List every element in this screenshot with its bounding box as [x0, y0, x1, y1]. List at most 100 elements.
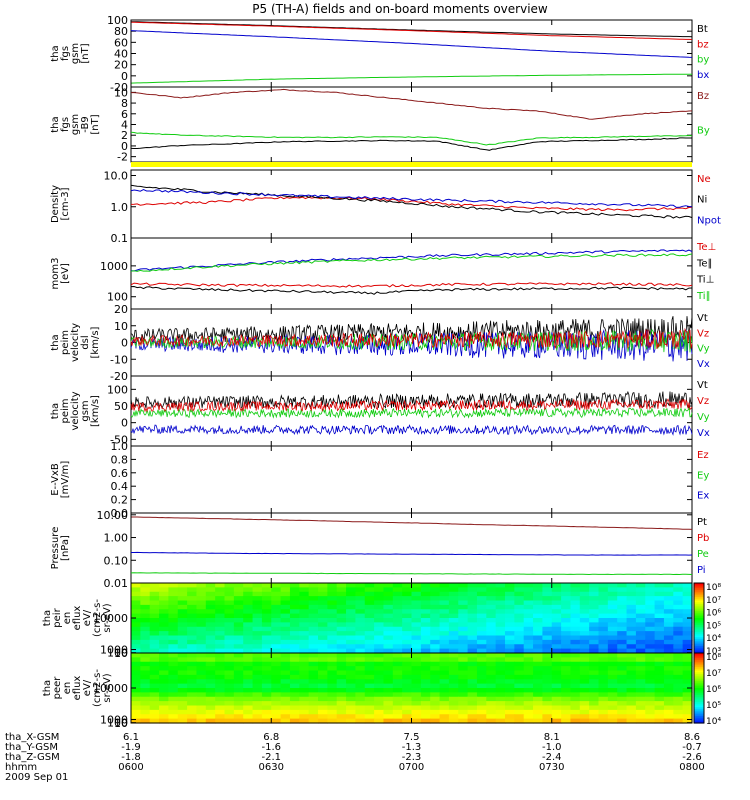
heatmap-cell: [149, 674, 160, 680]
heatmap-cell: [645, 587, 656, 593]
heatmap-cell: [261, 626, 272, 632]
heatmap-cell: [654, 622, 665, 628]
heatmap-cell: [383, 683, 394, 689]
heatmap-cell: [177, 644, 188, 650]
heatmap-cell: [308, 639, 319, 645]
heatmap-cell: [402, 591, 413, 597]
heatmap-cell: [476, 639, 487, 645]
heatmap-cell: [598, 692, 609, 698]
heatmap-cell: [486, 709, 497, 715]
heatmap-cell: [467, 696, 478, 702]
heatmap-cell: [411, 653, 422, 658]
heatmap-cell: [374, 683, 385, 689]
heatmap-cell: [196, 657, 207, 663]
heatmap-cell: [626, 600, 637, 606]
heatmap-cell: [411, 648, 422, 654]
heatmap-cell: [486, 639, 497, 645]
heatmap-cell: [252, 644, 263, 650]
heatmap-cell: [299, 648, 310, 654]
heatmap-cell: [495, 583, 506, 588]
heatmap-cell: [561, 604, 572, 610]
colorbar-segment: [694, 682, 704, 686]
heatmap-cell: [327, 653, 338, 658]
heatmap-cell: [289, 701, 300, 707]
heatmap-cell: [598, 635, 609, 641]
heatmap-cell: [514, 670, 525, 676]
heatmap-cell: [514, 705, 525, 711]
heatmap-cell: [261, 600, 272, 606]
heatmap-cell: [626, 666, 637, 672]
heatmap-cell: [327, 679, 338, 685]
heatmap-cell: [411, 718, 422, 724]
y-tick-label: 0.10: [104, 554, 129, 567]
y-axis-label: -B9: [80, 116, 91, 132]
legend-label: Ni: [697, 195, 707, 206]
heatmap-cell: [411, 688, 422, 693]
y-tick-label: 100: [107, 647, 128, 660]
heatmap-cell: [570, 604, 581, 610]
heatmap-cell: [607, 604, 618, 610]
heatmap-cell: [561, 683, 572, 689]
heatmap-cell: [308, 631, 319, 637]
heatmap-cell: [682, 622, 693, 628]
heatmap-cell: [299, 714, 310, 720]
heatmap-cell: [289, 583, 300, 588]
heatmap-cell: [533, 583, 543, 588]
heatmap-cell: [467, 635, 478, 641]
heatmap-cell: [411, 709, 422, 715]
heatmap-cell: [168, 688, 179, 693]
legend-label: Ti⊥: [696, 275, 714, 286]
heatmap-cell: [458, 714, 469, 720]
heatmap-cell: [243, 600, 254, 606]
heatmap-cell: [224, 626, 235, 632]
heatmap-cell: [327, 688, 338, 693]
heatmap-cell: [140, 705, 151, 711]
heatmap-cell: [402, 596, 413, 602]
heatmap-cell: [458, 666, 469, 672]
heatmap-cell: [205, 701, 216, 707]
heatmap-cell: [551, 653, 562, 658]
heatmap-cell: [617, 679, 628, 685]
heatmap-cell: [448, 626, 459, 632]
heatmap-cell: [476, 648, 487, 654]
heatmap-cell: [355, 609, 366, 615]
heatmap-cell: [355, 688, 366, 693]
heatmap-cell: [617, 666, 628, 672]
heatmap-cell: [411, 714, 422, 720]
heatmap-cell: [336, 609, 347, 615]
heatmap-cell: [346, 709, 356, 715]
heatmap-cell: [140, 692, 151, 698]
heatmap-cell: [476, 609, 487, 615]
heatmap-cell: [308, 679, 319, 685]
heatmap-cell: [645, 639, 656, 645]
heatmap-cell: [635, 626, 646, 632]
heatmap-cell: [196, 618, 207, 623]
heatmap-cell: [243, 696, 254, 702]
heatmap-cell: [570, 718, 581, 724]
heatmap-cell: [439, 701, 450, 707]
heatmap-cell: [168, 718, 179, 724]
heatmap-cell: [430, 591, 441, 597]
heatmap-cell: [495, 709, 506, 715]
heatmap-cell: [280, 613, 291, 619]
x-tick-label: -1.0: [542, 742, 562, 753]
heatmap-cell: [289, 644, 300, 650]
x-tick-label: -2.3: [402, 752, 422, 763]
heatmap-cell: [663, 692, 674, 698]
heatmap-cell: [626, 701, 637, 707]
panel-frame: [130, 445, 693, 514]
colorbar-label: 10⁵: [706, 701, 721, 711]
heatmap-cell: [187, 639, 198, 645]
heatmap-cell: [430, 696, 441, 702]
heatmap-cell: [682, 604, 693, 610]
heatmap-cell: [570, 674, 581, 680]
heatmap-cell: [383, 661, 394, 667]
heatmap-cell: [673, 718, 684, 724]
heatmap-cell: [308, 705, 319, 711]
heatmap-cell: [205, 696, 216, 702]
heatmap-cell: [551, 709, 562, 715]
heatmap-cell: [505, 696, 515, 702]
heatmap-cell: [505, 626, 515, 632]
heatmap-cell: [177, 622, 188, 628]
heatmap-cell: [635, 583, 646, 588]
